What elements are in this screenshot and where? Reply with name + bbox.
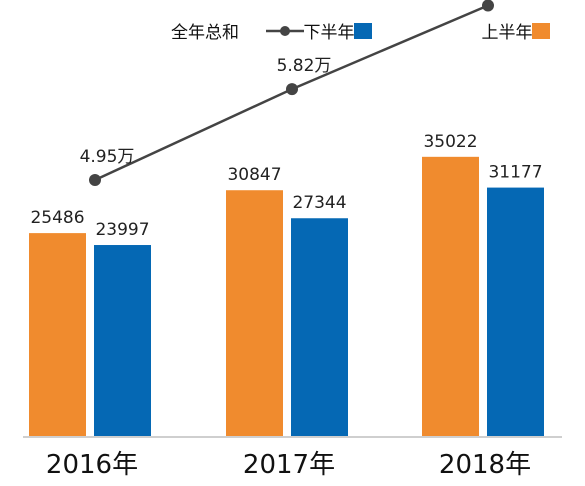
- value-label-first-half: 25486: [30, 208, 84, 228]
- legend-label: 全年总和: [171, 23, 239, 43]
- total-point: [89, 174, 101, 186]
- category-label: 2018年: [439, 450, 531, 480]
- total-point: [286, 83, 298, 96]
- legend: 上半年 下半年 全年总和: [171, 23, 550, 43]
- total-line-series: [89, 0, 494, 186]
- bars: [29, 156, 544, 437]
- value-labels: 3117735022273443084723997254866.62万5.82万…: [30, 56, 542, 240]
- value-label-second-half: 23997: [95, 220, 149, 240]
- total-label: 4.95万: [80, 147, 135, 167]
- bar-first-half: [226, 190, 283, 437]
- value-label-first-half: 30847: [227, 165, 281, 185]
- total-point: [482, 0, 494, 12]
- bar-first-half: [422, 156, 479, 437]
- legend-swatch: [354, 23, 372, 39]
- category-label: 2016年: [46, 450, 138, 480]
- legend-label: 上半年: [482, 23, 533, 43]
- value-label-second-half: 31177: [488, 163, 542, 183]
- category-label: 2017年: [243, 450, 335, 480]
- bar-second-half: [94, 245, 151, 437]
- total-label: 5.82万: [277, 56, 332, 76]
- legend-swatch: [532, 23, 550, 39]
- category-labels: 2018年 2017年 2016年: [46, 450, 531, 480]
- bar-first-half: [29, 233, 86, 437]
- value-label-first-half: 35022: [423, 132, 477, 152]
- value-label-second-half: 27344: [292, 193, 346, 213]
- bar-second-half: [487, 187, 544, 437]
- bar-second-half: [291, 218, 348, 437]
- legend-label: 下半年: [304, 23, 355, 43]
- legend-dot: [280, 26, 290, 36]
